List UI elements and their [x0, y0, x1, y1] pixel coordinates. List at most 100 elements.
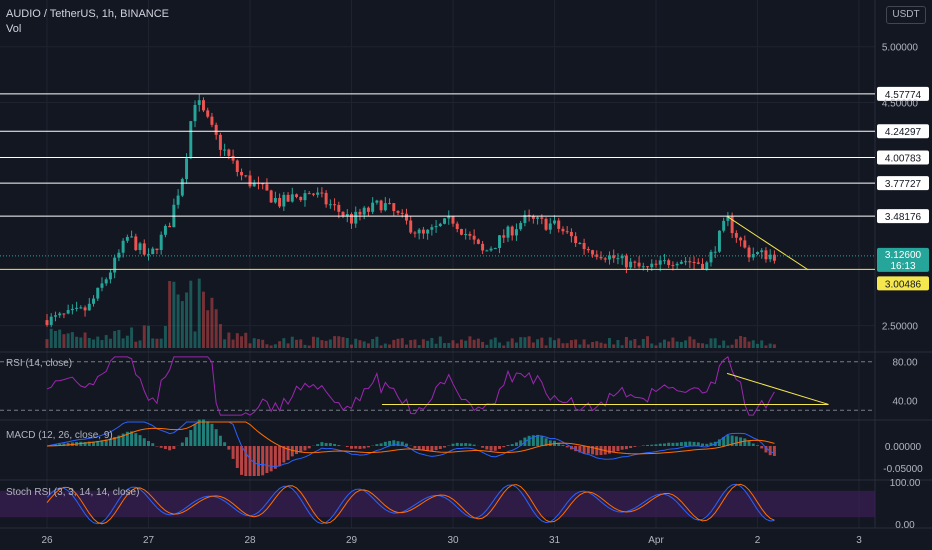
candle-body [569, 231, 573, 237]
rsi-label[interactable]: RSI (14, close) [6, 358, 73, 369]
stoch-tick-label: 100.00 [890, 478, 921, 489]
candle-body [83, 307, 87, 311]
volume-bar [675, 341, 679, 348]
macd-histogram-bar [113, 436, 117, 446]
candle-body [185, 158, 189, 180]
candle-body [705, 262, 709, 270]
macd-histogram-bar [438, 446, 442, 450]
candle-body [223, 149, 227, 151]
volume-bar [337, 336, 341, 348]
candle-body [743, 240, 747, 248]
macd-histogram-bar [464, 443, 468, 446]
candle-body [722, 220, 726, 231]
volume-bar [134, 341, 138, 348]
macd-histogram-bar [701, 443, 705, 446]
candle-body [261, 183, 265, 185]
volume-bar [130, 327, 134, 348]
volume-bar [493, 337, 497, 348]
candle-body [523, 214, 527, 224]
volume-bar [96, 336, 100, 348]
volume-bar [658, 342, 662, 348]
candle-body [341, 211, 345, 216]
stoch-rsi-label[interactable]: Stoch RSI (3, 3, 14, 14, close) [6, 487, 140, 498]
macd-histogram-bar [197, 419, 201, 446]
macd-histogram-bar [510, 444, 514, 446]
macd-label[interactable]: MACD (12, 26, close, 9) [6, 430, 113, 441]
level-tag [877, 86, 929, 101]
volume-bar [671, 337, 675, 348]
macd-histogram-bar [256, 446, 260, 476]
macd-histogram-bar [159, 446, 163, 448]
macd-histogram-bar [472, 444, 476, 446]
volume-bar [235, 333, 239, 348]
volume-bar [404, 344, 408, 348]
macd-histogram-bar [383, 441, 387, 446]
volume-bar [514, 342, 518, 348]
volume-bar [544, 345, 548, 348]
currency-button[interactable]: USDT [886, 6, 926, 24]
symbol-title[interactable]: AUDIO / TetherUS, 1h, BINANCE [6, 8, 170, 20]
volume-bar [185, 292, 189, 348]
volume-bar [142, 325, 146, 348]
candle-body [201, 100, 205, 111]
volume-bar [434, 343, 438, 348]
candle-body [616, 258, 620, 260]
candle-body [62, 313, 66, 315]
candle-body [265, 184, 269, 191]
candle-body [371, 202, 375, 212]
candle-body [476, 239, 480, 244]
candle-body [409, 220, 413, 233]
rsi-tick-label: 80.00 [892, 358, 917, 369]
trend-line [726, 215, 809, 271]
candle-body [764, 250, 768, 260]
volume-bar [400, 338, 404, 348]
macd-histogram-bar [607, 446, 611, 454]
macd-histogram-bar [193, 424, 197, 446]
volume-bar [155, 338, 159, 348]
volume-bar [553, 340, 556, 348]
macd-histogram-bar [485, 446, 489, 450]
candle-body [595, 254, 599, 257]
macd-histogram-bar [734, 436, 738, 446]
candle-body [45, 320, 49, 325]
macd-histogram-bar [531, 435, 535, 446]
macd-histogram-bar [248, 446, 252, 476]
volume-bar [383, 343, 387, 348]
volume-bar [426, 340, 430, 348]
candle-body [163, 225, 167, 235]
macd-histogram-bar [489, 446, 493, 451]
macd-histogram-bar [201, 419, 205, 446]
macd-histogram-bar [83, 441, 87, 446]
macd-histogram-bar [726, 435, 730, 446]
volume-bar [409, 340, 413, 348]
volume-bar [180, 301, 184, 348]
volume-bar [282, 338, 286, 348]
macd-histogram-bar [278, 446, 282, 467]
macd-histogram-bar [506, 444, 510, 446]
volume-bar [375, 336, 379, 348]
candle-body [358, 211, 362, 215]
volume-bar [201, 291, 205, 348]
macd-histogram-bar [375, 444, 379, 446]
candle-body [671, 265, 675, 267]
level-price-label: 3.77727 [885, 179, 922, 190]
candle-body [155, 248, 159, 251]
macd-histogram-bar [633, 446, 637, 447]
macd-histogram-bar [121, 433, 125, 446]
volume-bar [125, 335, 129, 348]
candle-body [574, 236, 578, 244]
candle-body [176, 195, 180, 205]
candle-body [696, 262, 700, 264]
candle-body [438, 223, 442, 227]
volume-bar [747, 341, 751, 348]
candle-body [434, 226, 438, 228]
macd-histogram-bar [333, 443, 337, 446]
macd-histogram-bar [459, 443, 463, 446]
level-price-label: 4.57774 [885, 90, 922, 101]
candle-body [295, 194, 299, 197]
volume-bar [722, 340, 726, 348]
candle-body [286, 194, 290, 202]
candle-body [206, 110, 210, 117]
macd-histogram-bar [595, 446, 599, 456]
